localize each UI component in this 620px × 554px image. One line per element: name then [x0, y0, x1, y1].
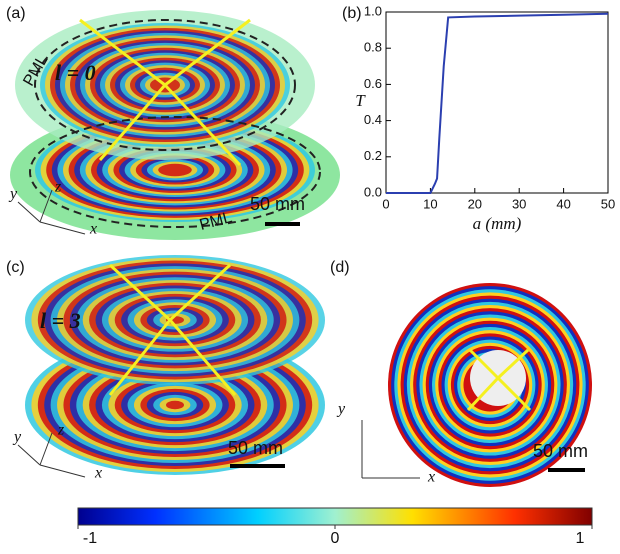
y-tick-label: 0.2: [364, 148, 382, 163]
ring: [158, 163, 192, 177]
axis-label: y: [8, 186, 18, 203]
axis: [39, 432, 53, 466]
mode-label: l = 3: [40, 308, 81, 333]
axis-label: x: [94, 465, 102, 482]
y-tick-label: 0.0: [364, 184, 382, 199]
panel-label: (b): [342, 5, 362, 22]
arrow: [468, 348, 500, 380]
axis-label: y: [12, 429, 22, 446]
arrow: [168, 263, 232, 322]
x-tick-label: 40: [556, 196, 570, 211]
panel-label: (a): [6, 5, 26, 22]
plot-frame: [385, 11, 609, 194]
panel-label: (d): [330, 259, 350, 276]
boundary: [29, 116, 321, 228]
x-tick-label: 20: [468, 196, 482, 211]
line: [386, 12, 609, 194]
y-tick-label: 0.8: [364, 40, 382, 55]
scale-label: 50 mm: [250, 194, 305, 214]
axis: [17, 201, 41, 223]
x-axis-label: a (mm): [473, 214, 522, 233]
field-renders: [10, 10, 592, 487]
arrow: [496, 376, 532, 412]
axis-label: z: [54, 179, 62, 196]
scale-label: 50 mm: [228, 438, 283, 458]
arrow: [163, 83, 242, 167]
y-axis-label: T: [355, 91, 366, 110]
y-tick-label: 0.6: [364, 76, 382, 91]
colorbar-tick-label: 1: [576, 530, 585, 547]
axis: [39, 464, 86, 478]
x-tick-label: 50: [601, 196, 615, 211]
panel-label: (c): [6, 259, 25, 276]
colorbar-tick-label: 0: [331, 530, 340, 547]
axis-label: x: [427, 469, 435, 486]
boundary: [34, 19, 296, 151]
colorbar: [77, 507, 593, 526]
scale-label: 50 mm: [533, 441, 588, 461]
arrow: [466, 376, 500, 412]
mode-label: l = 0: [55, 60, 96, 85]
arrow: [496, 348, 530, 380]
colorbar-tick-label: -1: [83, 530, 97, 547]
axis-label: y: [336, 401, 346, 418]
arrow: [108, 319, 172, 396]
axis: [39, 221, 86, 235]
ring: [166, 400, 184, 410]
axis-label: z: [57, 422, 65, 439]
x-tick-label: 0: [382, 196, 389, 211]
arrow: [164, 18, 251, 87]
arrow: [79, 18, 166, 87]
axis: [39, 189, 53, 223]
y-tick-label: 1.0: [364, 3, 382, 18]
x-tick-label: 10: [423, 196, 437, 211]
y-tick-label: 0.4: [364, 112, 382, 127]
arrow: [98, 84, 167, 161]
axis-label: x: [89, 221, 97, 238]
x-tick-label: 30: [512, 196, 526, 211]
axis: [17, 444, 41, 466]
arrow: [168, 319, 237, 396]
arrow: [108, 263, 172, 322]
